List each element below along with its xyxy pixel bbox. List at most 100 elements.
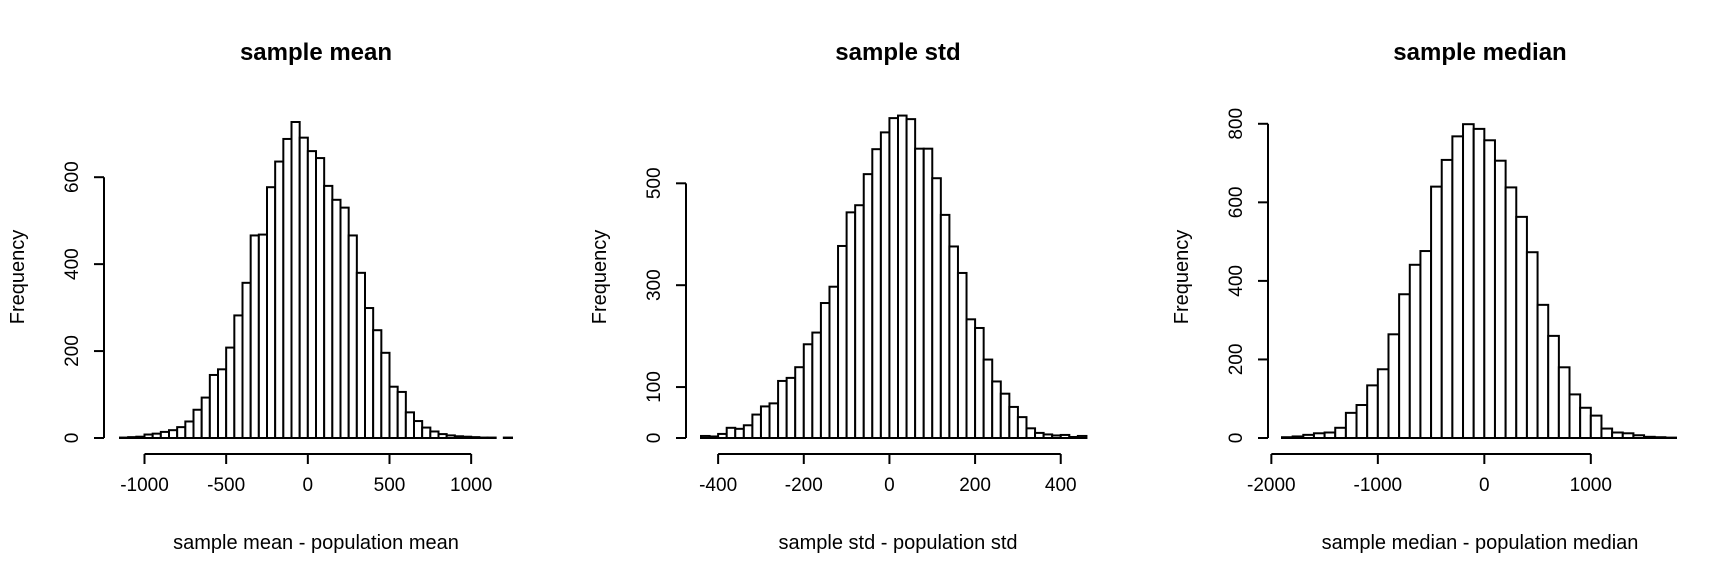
histogram-bar	[819, 302, 831, 439]
histogram-bar	[1579, 406, 1592, 440]
histogram-bar	[879, 131, 891, 440]
histogram-bar	[948, 245, 959, 439]
histogram-bar	[888, 117, 899, 440]
histogram-bar	[1281, 436, 1294, 439]
histogram-bar	[1302, 433, 1315, 439]
histogram-bar	[1025, 427, 1037, 440]
histogram-bar	[266, 186, 277, 439]
histogram-bar	[1059, 433, 1071, 440]
histogram-bar	[168, 429, 179, 439]
histogram-bar	[1536, 303, 1550, 439]
histogram-bar	[1051, 434, 1062, 440]
histogram-bar	[282, 137, 293, 439]
x-tick-label: -1000	[1354, 475, 1403, 496]
histogram-bar	[1462, 123, 1475, 440]
histogram-bar	[794, 366, 805, 440]
histogram-bar	[717, 432, 728, 439]
histogram-bar	[470, 436, 481, 440]
histogram-bar	[143, 433, 154, 439]
histogram-bar	[396, 390, 407, 439]
x-axis-label: sample mean - population mean	[173, 532, 459, 554]
y-tick-label: 500	[644, 167, 665, 199]
y-tick-label: 100	[644, 371, 665, 403]
histogram-bar	[192, 408, 203, 439]
chart-title: sample std	[835, 39, 960, 66]
x-tick-label: -500	[207, 475, 245, 496]
histogram-bar	[1408, 263, 1422, 440]
histogram-bar	[982, 358, 994, 439]
histogram-bar	[1515, 215, 1528, 439]
x-tick-label: 0	[303, 475, 314, 496]
histogram-bar	[1493, 159, 1507, 439]
x-tick-label: 200	[959, 475, 991, 496]
x-tick-label: 0	[884, 475, 895, 496]
histogram-bar	[1653, 436, 1667, 439]
x-tick-label: -2000	[1247, 475, 1296, 496]
histogram-bar	[249, 234, 260, 439]
y-tick-label: 0	[1226, 433, 1247, 444]
histogram-bar	[974, 326, 985, 440]
histogram-bar	[1472, 127, 1486, 439]
histogram-bar	[208, 373, 220, 439]
histogram-bar	[315, 157, 326, 439]
x-tick-label: 500	[374, 475, 406, 496]
histogram-bar	[429, 430, 440, 440]
histogram-bar	[323, 184, 334, 439]
x-tick-label: 1000	[1570, 475, 1612, 496]
histogram-bar	[785, 376, 797, 440]
histogram-bar	[151, 432, 162, 439]
histogram-bar	[768, 402, 780, 439]
histogram-bar	[1016, 416, 1028, 439]
y-tick-label: 400	[62, 248, 83, 280]
histogram-bar	[734, 427, 745, 439]
histogram-bar	[1312, 432, 1326, 440]
y-axis: 0 200 400 600 800	[1226, 108, 1269, 444]
histogram-bar	[1568, 393, 1582, 439]
histogram-bar	[854, 204, 865, 439]
histogram-bar	[802, 343, 814, 439]
histogram-bar	[991, 380, 1002, 439]
histogram-bar	[742, 424, 754, 439]
histogram-bar	[233, 314, 244, 440]
histogram-bar	[828, 285, 840, 439]
y-axis: 0 100 300 500	[644, 167, 687, 443]
histogram-bar	[437, 433, 448, 439]
histogram-bar	[1398, 293, 1411, 439]
histogram-bar	[897, 114, 908, 439]
x-tick-label: -400	[699, 475, 737, 496]
panel-sample-median: sample median sample median - population…	[1171, 39, 1677, 554]
histogram-bar	[1525, 251, 1539, 439]
histogram-bar	[1419, 250, 1433, 439]
histogram-bar	[372, 329, 383, 440]
x-tick-label: 1000	[450, 475, 492, 496]
histogram-bar	[388, 385, 399, 439]
histogram-bar	[1076, 434, 1088, 439]
histogram-bar	[1557, 366, 1571, 439]
histogram-bar	[1621, 432, 1635, 440]
histogram-bar	[871, 148, 882, 439]
histogram-bar	[914, 147, 925, 439]
histogram-bar	[1611, 431, 1624, 439]
histogram-bar	[1376, 368, 1390, 439]
y-tick-label: 200	[1226, 344, 1247, 376]
histogram-bars	[700, 114, 1088, 440]
histogram-bar	[159, 430, 171, 440]
y-tick-label: 800	[1226, 108, 1247, 140]
x-tick-label: -1000	[120, 475, 169, 496]
histogram-bar	[127, 436, 138, 440]
histogram-bar	[1430, 185, 1443, 439]
histogram-bar	[1291, 435, 1305, 439]
histogram-bar	[905, 118, 917, 439]
x-tick-label: -200	[785, 475, 823, 496]
histogram-bars	[119, 121, 513, 440]
y-tick-label: 0	[62, 433, 83, 444]
histogram-bar	[1632, 434, 1646, 439]
histogram-bar	[965, 318, 977, 440]
x-axis: -1000 -500 0 500 1000	[120, 453, 492, 496]
x-axis: -400 -200 0 200 400	[699, 453, 1077, 496]
histogram-bar	[751, 413, 762, 440]
x-axis: -2000 -1000 0 1000	[1247, 453, 1612, 496]
panel-sample-mean: sample mean sample mean - population mea…	[7, 39, 513, 554]
histogram-bar	[1034, 431, 1045, 440]
histogram-bar	[217, 368, 228, 440]
